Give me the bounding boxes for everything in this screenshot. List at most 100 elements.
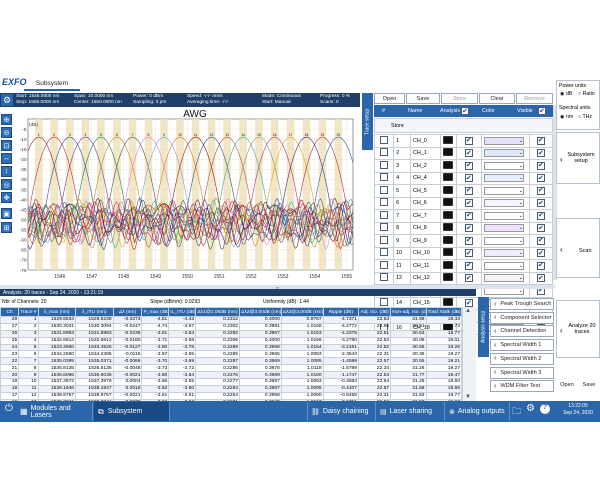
visible-checkbox[interactable]: ✔: [536, 186, 545, 195]
zoom-in-tool[interactable]: ⊕: [1, 114, 12, 125]
column-header[interactable]: Δλ2@3.00dB (nm): [239, 307, 282, 317]
visible-checkbox[interactable]: ✔: [536, 249, 545, 258]
column-header[interactable]: λ_ITU (nm): [75, 307, 114, 317]
pan-tool[interactable]: ✥: [1, 192, 12, 203]
row-select-checkbox[interactable]: [380, 210, 389, 219]
analysis-row[interactable]: 24 5 1533.4660 1533.4526 -0.0127 -3.80 -3.78 0.…: [0, 343, 463, 352]
markers-tool[interactable]: ⊞: [1, 222, 12, 233]
trace-row[interactable]: 8 CH_8 ✔ ⌄ ✔: [373, 221, 554, 235]
scan-button[interactable]: ‹ Scan: [556, 218, 600, 278]
column-header[interactable]: Δλ1@1.00dB (nm): [195, 307, 241, 317]
color-dropdown[interactable]: ⌄: [483, 274, 524, 283]
analysis-row[interactable]: 27 2 1530.3041 1530.3094 -0.0247 -4.74 -4.67 0.…: [0, 322, 463, 331]
color-dropdown[interactable]: ⌄: [483, 199, 524, 208]
store-trace-button[interactable]: Store: [441, 93, 478, 104]
color-dropdown[interactable]: ⌄: [483, 261, 524, 270]
row-select-checkbox[interactable]: [380, 135, 389, 144]
color-dropdown[interactable]: ⌄: [483, 249, 524, 258]
row-select-checkbox[interactable]: [380, 173, 389, 182]
analysis-checkbox[interactable]: ✔: [464, 161, 473, 170]
analysis-row[interactable]: 26 3 1531.8983 1531.8983 -0.0235 -3.81 -3.84 0.…: [0, 329, 463, 338]
analysis-row[interactable]: 23 6 1534.2560 1534.2385 -0.0115 -3.87 -3.85 0.…: [0, 350, 463, 359]
tab-analog-outputs[interactable]: ⊗ Analog outputs: [446, 402, 510, 421]
color-dropdown[interactable]: ⌄: [483, 161, 524, 170]
analysis-checkbox[interactable]: ✔: [464, 274, 473, 283]
remove-trace-button[interactable]: Remove: [516, 93, 553, 104]
analysis-tool-button[interactable]: ‹ Channel Detection: [490, 325, 554, 338]
analysis-row[interactable]: 29 1 1529.5534 1529.5238 -0.0273 -4.51 -4.43 0.…: [0, 316, 463, 324]
trace-setup-tab[interactable]: Trace setup: [362, 93, 373, 150]
zoom-fit-tool[interactable]: ◎: [1, 179, 12, 190]
analysis-tool-button[interactable]: ‹ Peak Trough Search: [490, 298, 554, 310]
visible-checkbox[interactable]: ✔: [536, 224, 545, 233]
analysis-checkbox[interactable]: ✔: [464, 136, 473, 145]
tab-modules-lasers[interactable]: ▦ Modules and Lasers: [17, 402, 93, 421]
visible-checkbox[interactable]: ✔: [536, 199, 545, 208]
trace-row[interactable]: 5 CH_5 ✔ ⌄ ✔: [373, 184, 554, 198]
analysis-checkbox[interactable]: ✔: [464, 174, 473, 183]
color-dropdown[interactable]: ⌄: [483, 224, 524, 233]
visible-checkbox[interactable]: ✔: [536, 261, 545, 270]
analysis-checkbox[interactable]: ✔: [464, 186, 473, 195]
analysis-checkbox[interactable]: ✔: [464, 236, 473, 245]
color-dropdown[interactable]: ⌄: [483, 174, 524, 183]
column-header[interactable]: λ_max (nm): [37, 307, 77, 317]
analysis-tool-button[interactable]: ‹ WDM Filter Test: [490, 380, 554, 393]
color-dropdown[interactable]: ⌄: [483, 149, 524, 158]
tab-subsystem[interactable]: ⧉ Subsystem: [94, 402, 170, 421]
trace-row[interactable]: 11 CH_11 ✔ ⌄ ✔: [373, 259, 554, 273]
analysis-row[interactable]: 19 10 1537.3972 1537.3976 0.0004 -3.56 -3.55 0.…: [0, 378, 463, 386]
analysis-checkbox[interactable]: ✔: [464, 249, 473, 258]
trace-row[interactable]: 12 CH_12 ✔ ⌄ ✔: [373, 271, 554, 285]
visible-checkbox[interactable]: ✔: [536, 174, 545, 183]
help-icon[interactable]: ?: [540, 404, 550, 414]
power-icon[interactable]: ⏻: [5, 403, 13, 414]
row-select-checkbox[interactable]: [380, 198, 389, 207]
tab-laser-sharing[interactable]: ▤ Laser sharing: [377, 402, 445, 421]
trace-row[interactable]: 2 CH_1 ✔ ⌄ ✔: [373, 146, 554, 160]
analysis-checkbox[interactable]: ✔: [464, 149, 473, 158]
open-analysis-button[interactable]: Open: [556, 375, 578, 395]
thz-radio[interactable]: ○ THz: [578, 114, 592, 120]
analysis-row[interactable]: 25 4 1532.6812 1532.6812 -0.0180 -3.71 -3.68 0.…: [0, 336, 463, 345]
row-select-checkbox[interactable]: [380, 235, 389, 244]
scroll-down-icon[interactable]: ▼: [465, 394, 471, 400]
zoom-y-tool[interactable]: ↕: [1, 166, 12, 177]
column-header[interactable]: IL_ITU (dB): [168, 307, 197, 317]
ratio-radio[interactable]: ○ Ratio: [578, 91, 595, 97]
color-dropdown[interactable]: ⌄: [483, 211, 524, 220]
column-header[interactable]: Δλ3@3.00dB (nm): [280, 307, 324, 317]
column-header[interactable]: Total Xtalk (dB): [425, 307, 463, 317]
nm-radio[interactable]: ◉ nm: [560, 114, 574, 120]
column-header[interactable]: Trace #: [18, 307, 39, 317]
row-select-checkbox[interactable]: [380, 298, 389, 307]
analysis-row[interactable]: 17 12 1538.9757 1538.9757 -0.0021 -3.61 -3.61 0…: [0, 391, 463, 400]
row-select-checkbox[interactable]: [380, 185, 389, 194]
trace-row[interactable]: 6 CH_6 ✔ ⌄ ✔: [373, 196, 554, 210]
analysis-row[interactable]: 22 7 1535.0395 1535.0371 -0.0066 -3.70 -3.69 0.…: [0, 357, 463, 366]
zoom-box-tool[interactable]: ⊡: [1, 140, 12, 151]
row-select-checkbox[interactable]: [380, 160, 389, 169]
visible-checkbox[interactable]: ✔: [536, 161, 545, 170]
visible-checkbox[interactable]: ✔: [536, 236, 545, 245]
color-dropdown[interactable]: ⌄: [483, 236, 524, 245]
trace-row[interactable]: 7 CH_7 ✔ ⌄ ✔: [373, 209, 554, 223]
analysis-setup-tab[interactable]: Analysis setup: [478, 297, 489, 357]
analysis-checkbox[interactable]: ✔: [464, 299, 473, 308]
analysis-tool-button[interactable]: ‹ Spectral Width 2: [490, 352, 554, 365]
settings-gear-icon[interactable]: ⚙: [1, 94, 13, 106]
analysis-row[interactable]: 18 11 1538.1946 1538.1947 0.0019 -3.52 -3.50 0.…: [0, 384, 463, 393]
save-analysis-button[interactable]: Save: [578, 375, 600, 395]
row-select-checkbox[interactable]: [380, 260, 389, 269]
visible-all-checkbox[interactable]: ✔: [538, 107, 546, 115]
trace-row[interactable]: 3 CH_2 ✔ ⌄ ✔: [373, 159, 554, 173]
scroll-up-icon[interactable]: ▲: [465, 308, 471, 314]
trace-row[interactable]: 4 CH_4 ✔ ⌄ ✔: [373, 171, 554, 185]
column-header[interactable]: Δλ (nm): [112, 307, 143, 317]
clear-trace-button[interactable]: Clear: [479, 93, 515, 104]
analysis-tool-button[interactable]: ‹ Spectral Width 1: [490, 339, 554, 352]
row-select-checkbox[interactable]: [380, 273, 389, 282]
zoom-out-tool[interactable]: ⊖: [1, 127, 12, 138]
row-select-checkbox[interactable]: [380, 248, 389, 257]
